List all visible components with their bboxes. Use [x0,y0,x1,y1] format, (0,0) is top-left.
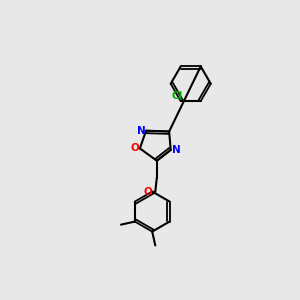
Text: O: O [130,143,139,153]
Text: N: N [137,126,146,136]
Text: Cl: Cl [172,92,183,101]
Text: O: O [144,187,153,197]
Text: N: N [172,145,181,155]
